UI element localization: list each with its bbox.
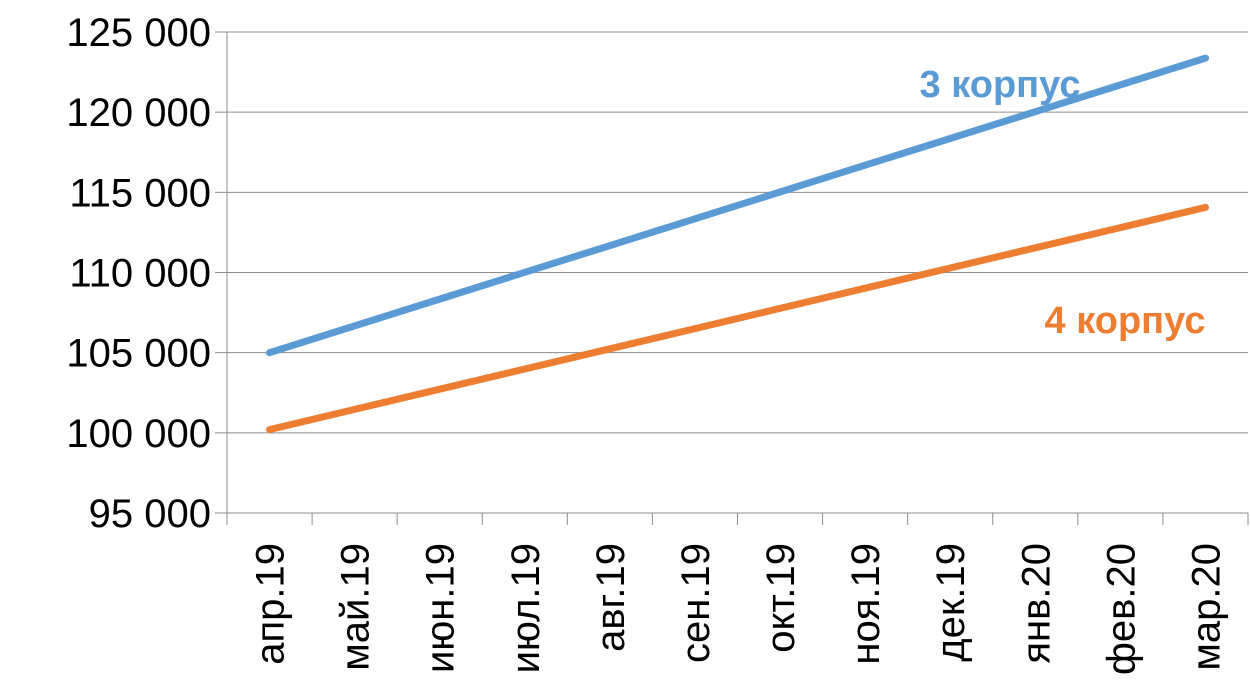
series-label-2: 4 корпус: [1045, 300, 1206, 342]
x-tick-label: янв.20: [1014, 543, 1058, 664]
series-line-2: [266, 203, 1209, 434]
x-tick-label: дек.19: [929, 543, 973, 662]
y-tick-label: 110 000: [69, 252, 211, 296]
x-tick-label: окт.19: [759, 543, 803, 653]
x-tick-label: июн.19: [419, 543, 463, 673]
series-label-1: 3 корпус: [920, 64, 1081, 106]
x-tick-label: ноя.19: [844, 543, 888, 665]
x-tick-label: авг.19: [589, 543, 633, 652]
x-tick-label: фев.20: [1099, 543, 1143, 675]
x-tick-label: мар.20: [1184, 543, 1228, 671]
x-tick-label: май.19: [334, 543, 378, 671]
x-tick-label: сен.19: [674, 543, 718, 663]
y-tick-label: 120 000: [66, 91, 211, 135]
y-tick-label: 115 000: [69, 171, 211, 215]
y-tick-label: 105 000: [66, 332, 211, 376]
y-tick-label: 95 000: [89, 492, 211, 536]
x-tick-label: июл.19: [504, 543, 548, 673]
y-tick-label: 125 000: [66, 11, 211, 55]
series-line-1: [266, 54, 1209, 357]
x-tick-label: апр.19: [249, 543, 293, 665]
y-tick-label: 100 000: [66, 412, 211, 456]
